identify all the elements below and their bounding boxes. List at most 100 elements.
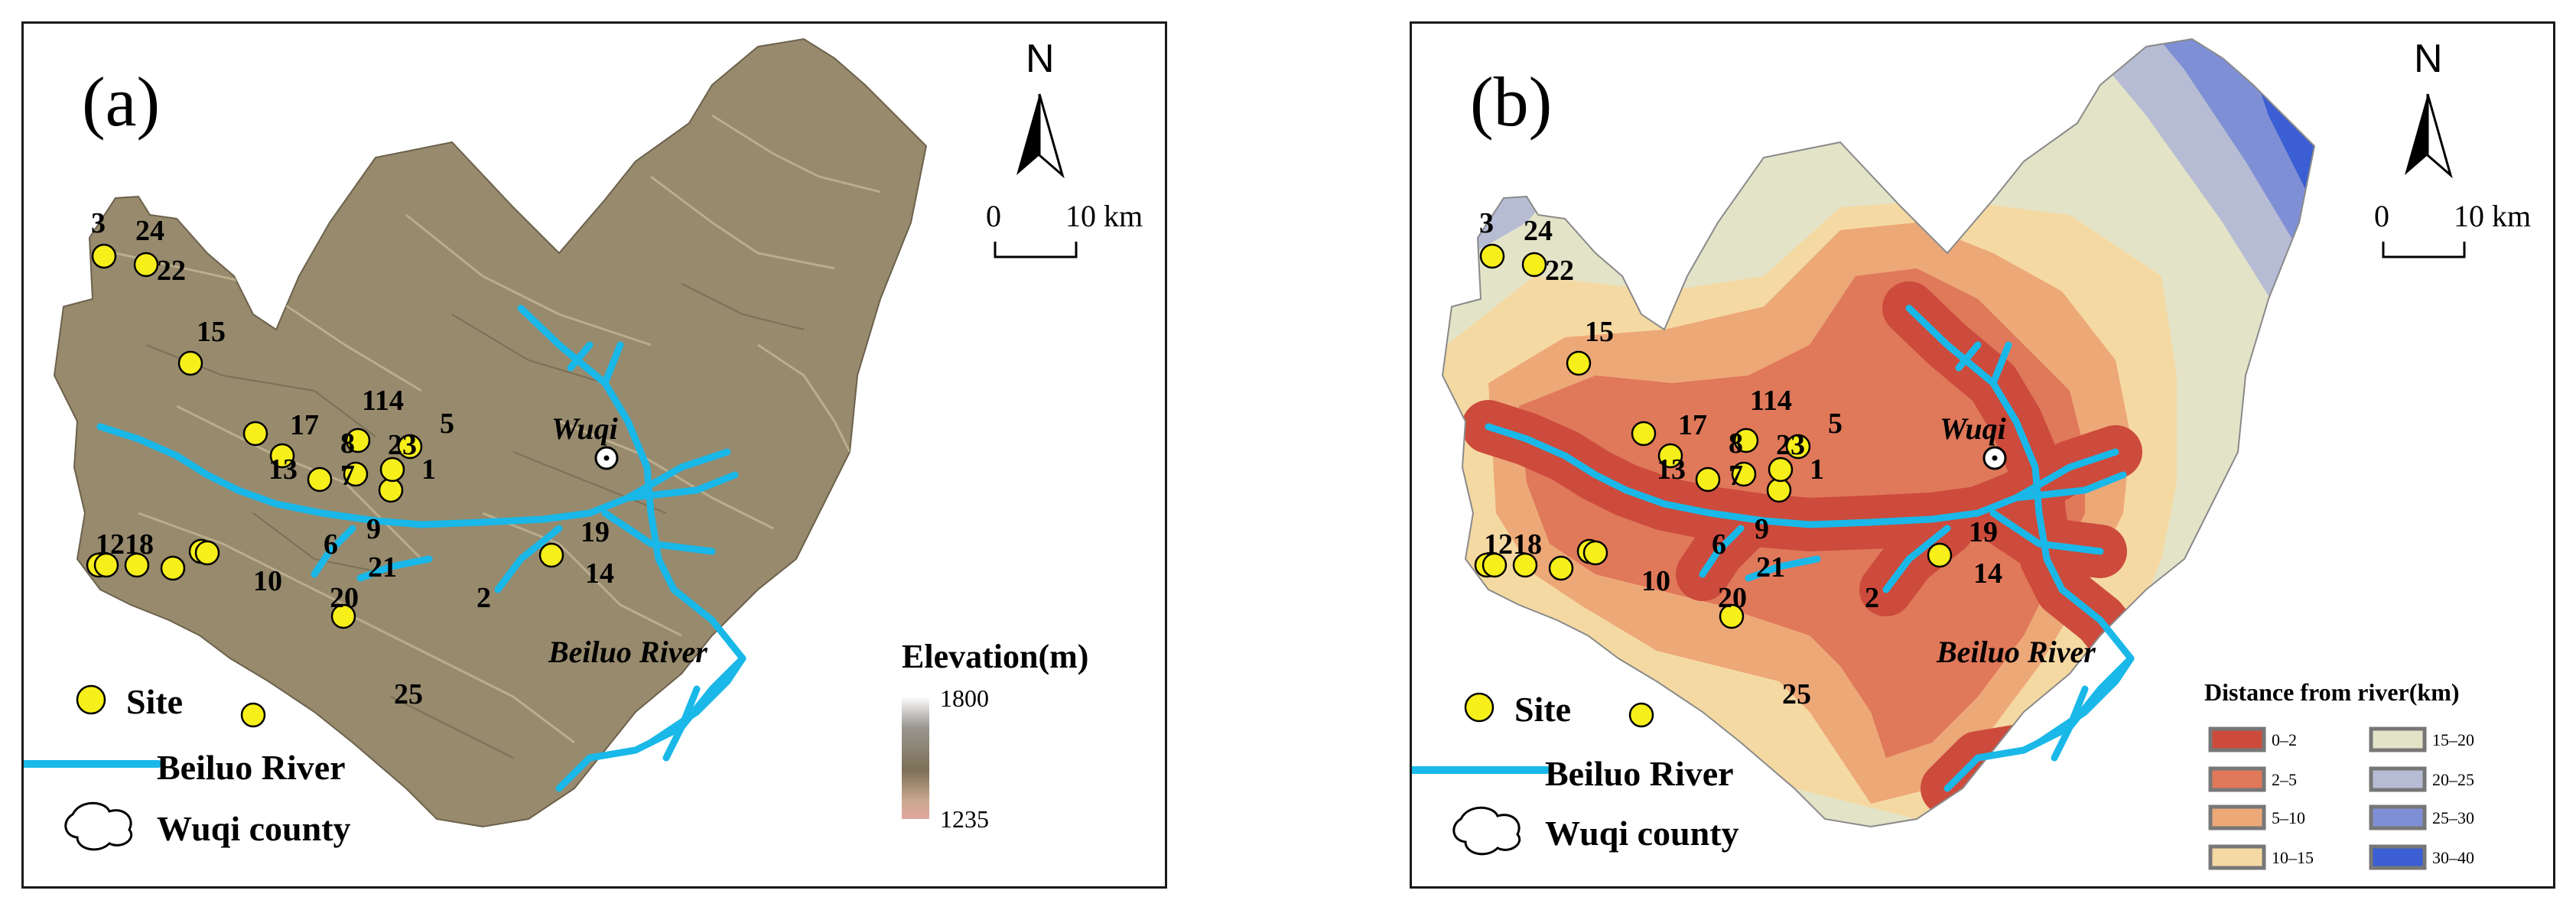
site-label: 19 [581, 516, 610, 548]
site-label: 6 [324, 528, 338, 561]
bin-label: 5–10 [2272, 808, 2305, 827]
site-label: 13 [268, 453, 298, 486]
map-a-canvas [24, 37, 1078, 851]
north-letter: N [2414, 37, 2443, 81]
site-marker [91, 243, 117, 269]
site-label: 24 [135, 215, 164, 247]
site-marker [133, 252, 159, 278]
site-label: 1218 [1484, 528, 1542, 561]
swatch-25-30 [2369, 804, 2427, 830]
site-marker [1631, 421, 1657, 447]
north-arrow-b [2405, 93, 2453, 179]
legend-site-symbol [76, 684, 106, 715]
scale-start: 0 [986, 199, 1001, 233]
site-label: 23 [1776, 429, 1805, 461]
site-marker [307, 466, 333, 492]
site-marker [330, 603, 356, 629]
legend-site-label: Site [1514, 690, 1572, 729]
site-label: 13 [1657, 453, 1686, 486]
swatch-10-15 [2208, 844, 2266, 870]
swatch-2-5 [2208, 766, 2266, 792]
site-marker [1733, 427, 1759, 453]
swatch-15-20 [2369, 726, 2427, 752]
scale-end: 10 km [2454, 199, 2532, 233]
panel-label-a: (a) [82, 63, 161, 141]
site-marker [1482, 552, 1508, 578]
site-markers [86, 243, 564, 728]
north-letter: N [1026, 37, 1055, 81]
beiluo-river-label: Beiluo River [548, 635, 707, 669]
site-marker [1785, 434, 1811, 460]
site-marker [379, 457, 405, 483]
wuqi-label: Wuqi [1940, 411, 2006, 446]
site-label: 9 [366, 513, 381, 545]
wuqi-marker [594, 446, 619, 470]
site-marker [538, 542, 564, 568]
beiluo-river-network-b [1485, 304, 2135, 792]
site-label: 22 [1545, 255, 1574, 287]
north-arrow [1016, 93, 1065, 179]
site-label: 14 [1973, 557, 2002, 590]
site-marker [1582, 540, 1608, 566]
site-marker [242, 421, 268, 447]
site-marker [1521, 252, 1547, 278]
site-marker [1927, 542, 1953, 568]
site-marker [1628, 702, 1654, 728]
site-label: 14 [585, 557, 614, 590]
terrain-layer [53, 37, 928, 828]
site-marker [1695, 466, 1721, 492]
site-marker [345, 427, 371, 453]
site-label: 21 [368, 551, 397, 583]
legend-county-label: Wuqi county [1545, 814, 1739, 853]
bin-label: 20–25 [2432, 770, 2474, 789]
site-marker [1566, 350, 1592, 376]
site-label: 3 [1479, 207, 1494, 239]
panel-label-b: (b) [1470, 63, 1553, 141]
legend-county-symbol [1452, 806, 1521, 856]
legend-site-symbol [1464, 692, 1495, 723]
site-label: 22 [157, 255, 186, 287]
site-label: 7 [340, 460, 355, 492]
scale-bar [994, 242, 1078, 258]
site-label: 9 [1755, 513, 1769, 545]
site-label: 20 [330, 582, 359, 614]
site-label: 2 [1865, 582, 1879, 614]
site-label: 1 [421, 453, 436, 486]
site-label: 25 [394, 678, 423, 710]
site-marker [160, 555, 186, 581]
site-marker [1548, 555, 1574, 581]
beiluo-river-label: Beiluo River [1937, 635, 2096, 669]
legend-site-label: Site [126, 682, 184, 721]
swatch-0-2 [2208, 726, 2266, 752]
scale-end: 10 km [1065, 199, 1143, 233]
elevation-legend-title: Elevation(m) [902, 638, 1089, 675]
site-label: 19 [1969, 516, 1998, 548]
site-label: 15 [1585, 316, 1614, 348]
site-label: 5 [440, 408, 454, 440]
site-label: 8 [340, 427, 355, 460]
site-marker [1479, 243, 1505, 269]
site-marker [1731, 461, 1757, 487]
site-marker [194, 540, 220, 566]
site-marker [1766, 477, 1792, 503]
bin-label: 30–40 [2432, 848, 2474, 867]
site-label: 20 [1718, 582, 1747, 614]
bin-label: 15–20 [2432, 730, 2474, 749]
bin-label: 25–30 [2432, 808, 2474, 827]
site-marker [343, 461, 369, 487]
site-label: 7 [1729, 460, 1743, 492]
site-marker [1657, 443, 1683, 469]
scale-start: 0 [2374, 199, 2389, 233]
wuqi-label: Wuqi [551, 411, 618, 446]
site-label: 21 [1756, 551, 1785, 583]
site-marker [397, 434, 423, 460]
site-label: 23 [388, 429, 417, 461]
bin-label: 0–2 [2272, 730, 2297, 749]
legend-symbols [24, 684, 162, 851]
bin-label: 2–5 [2272, 770, 2297, 789]
elevation-min: 1235 [940, 805, 989, 833]
site-label: 25 [1782, 678, 1811, 710]
distance-legend-swatches [2208, 726, 2427, 870]
legend-river-label: Beiluo River [157, 748, 346, 787]
site-marker [93, 552, 119, 578]
